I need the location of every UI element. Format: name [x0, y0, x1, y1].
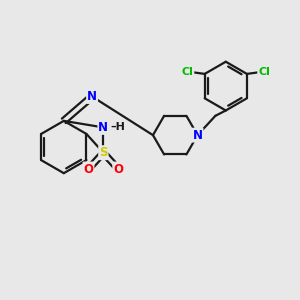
Text: N: N: [193, 129, 202, 142]
Text: –H: –H: [110, 122, 125, 132]
Text: Cl: Cl: [182, 67, 194, 76]
Text: Cl: Cl: [258, 67, 270, 76]
Text: S: S: [99, 146, 108, 159]
Text: N: N: [87, 90, 97, 103]
Text: O: O: [83, 163, 94, 176]
Text: N: N: [98, 121, 108, 134]
Text: O: O: [113, 163, 123, 176]
